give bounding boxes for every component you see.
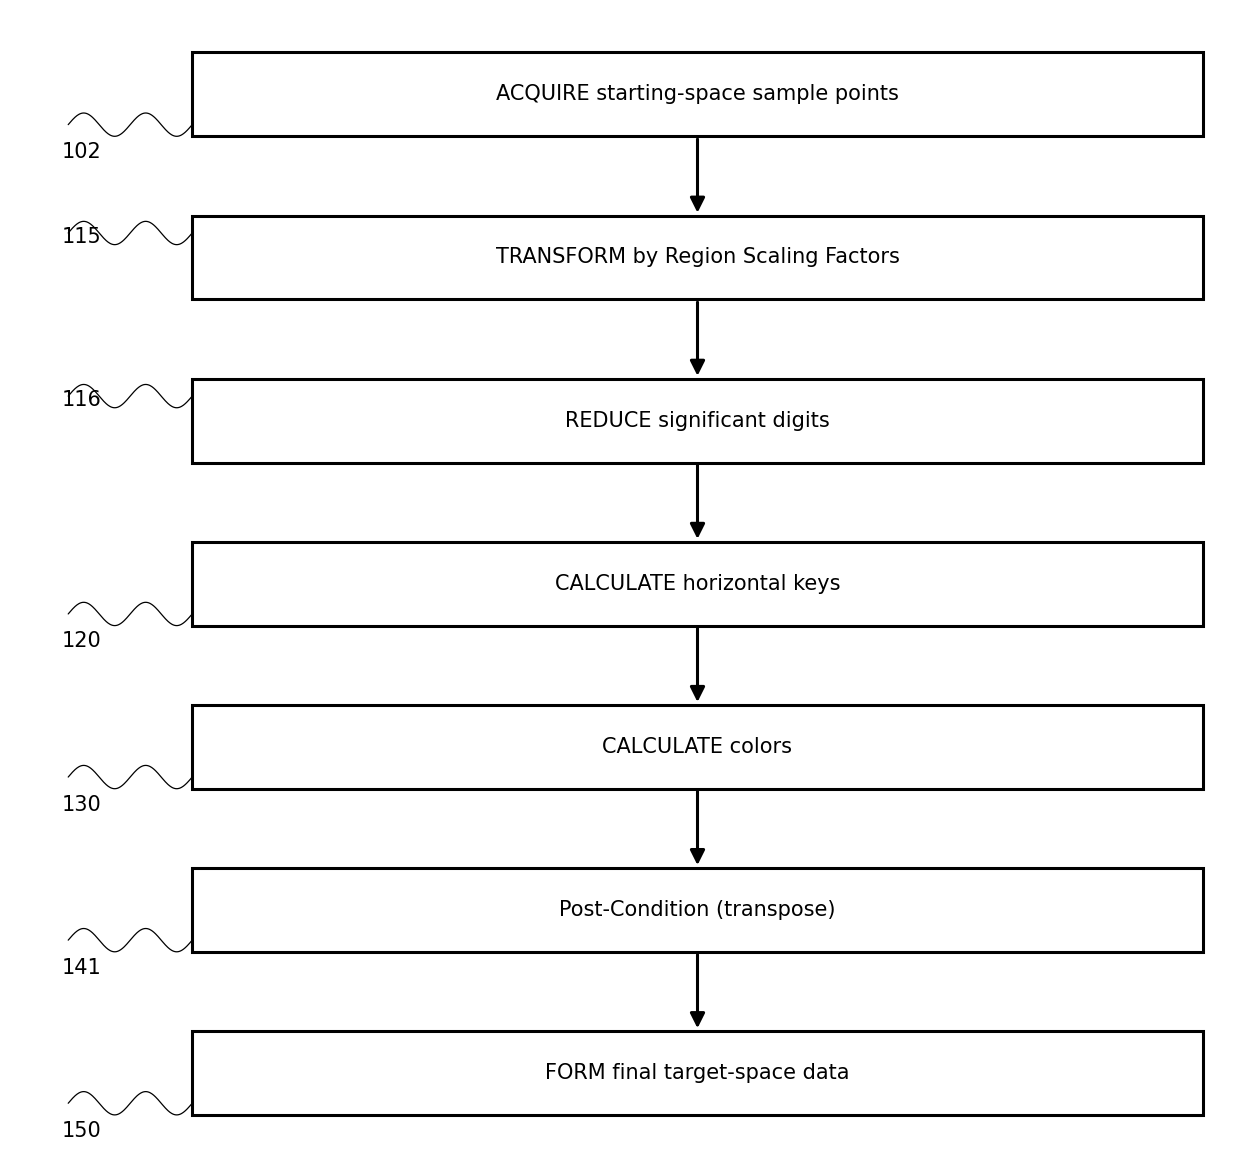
Text: 150: 150 (62, 1121, 102, 1141)
Text: CALCULATE colors: CALCULATE colors (603, 736, 792, 757)
Text: CALCULATE horizontal keys: CALCULATE horizontal keys (554, 573, 841, 594)
Text: 130: 130 (62, 795, 102, 814)
Text: 120: 120 (62, 631, 102, 651)
Bar (192, 868, 1203, 952)
Text: 115: 115 (62, 227, 102, 247)
Text: 141: 141 (62, 958, 102, 977)
Bar (192, 379, 1203, 463)
Text: REDUCE significant digits: REDUCE significant digits (565, 410, 830, 431)
Bar (192, 705, 1203, 789)
Text: ACQUIRE starting-space sample points: ACQUIRE starting-space sample points (496, 84, 899, 105)
Bar (192, 1031, 1203, 1115)
Text: 116: 116 (62, 390, 102, 410)
Bar (192, 52, 1203, 136)
Bar (192, 542, 1203, 626)
Text: 102: 102 (62, 142, 102, 162)
Text: FORM final target-space data: FORM final target-space data (546, 1062, 849, 1083)
Text: Post-Condition (transpose): Post-Condition (transpose) (559, 899, 836, 920)
Bar (192, 216, 1203, 299)
Text: TRANSFORM by Region Scaling Factors: TRANSFORM by Region Scaling Factors (496, 247, 899, 268)
